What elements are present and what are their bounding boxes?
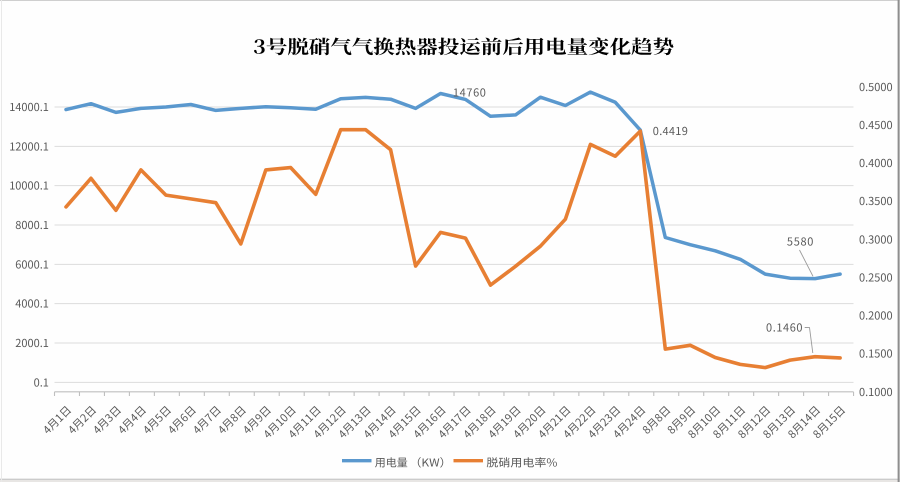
svg-text:0.2500: 0.2500 <box>859 269 893 285</box>
svg-text:0.2000: 0.2000 <box>859 308 893 324</box>
svg-text:10000.1: 10000.1 <box>9 178 49 194</box>
svg-text:0.4500: 0.4500 <box>859 117 893 133</box>
svg-text:0.3500: 0.3500 <box>859 193 893 209</box>
svg-text:0.3000: 0.3000 <box>859 231 893 247</box>
svg-text:8000.1: 8000.1 <box>15 217 49 233</box>
svg-text:6000.1: 6000.1 <box>15 256 49 272</box>
svg-text:0.4419: 0.4419 <box>653 123 688 139</box>
svg-text:（KW）: （KW） <box>410 454 452 470</box>
svg-text:2000.1: 2000.1 <box>15 335 49 351</box>
svg-text:3号脱硝气气换热器投运前后用电量变化趋势: 3号脱硝气气换热器投运前后用电量变化趋势 <box>253 33 674 60</box>
svg-text:0.1: 0.1 <box>34 374 49 390</box>
svg-text:脱硝用电率%: 脱硝用电率% <box>486 454 557 470</box>
svg-text:0.4000: 0.4000 <box>859 155 893 171</box>
svg-text:12000.1: 12000.1 <box>9 138 49 154</box>
svg-text:用电量: 用电量 <box>375 454 408 470</box>
svg-text:0.1460: 0.1460 <box>766 319 803 335</box>
svg-text:0.1000: 0.1000 <box>859 384 893 400</box>
svg-text:4000.1: 4000.1 <box>15 296 49 312</box>
svg-text:0.5000: 0.5000 <box>859 79 893 95</box>
svg-text:14000.1: 14000.1 <box>9 99 49 115</box>
svg-text:5580: 5580 <box>787 234 814 250</box>
svg-text:0.1500: 0.1500 <box>859 346 893 362</box>
svg-text:14760: 14760 <box>453 84 486 100</box>
